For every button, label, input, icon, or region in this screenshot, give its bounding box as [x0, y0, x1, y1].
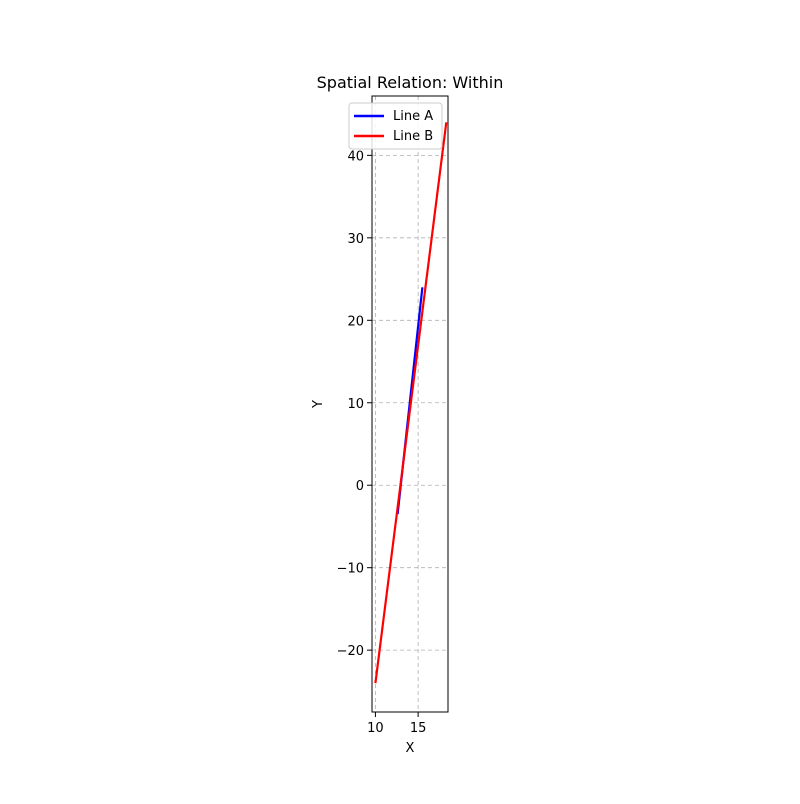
- y-tick-label: 20: [347, 314, 364, 329]
- y-tick-label: 40: [347, 149, 364, 164]
- x-ticks: 10 15: [367, 712, 426, 736]
- y-axis-label: Y: [311, 400, 326, 409]
- y-tick-label: 0: [356, 479, 364, 494]
- y-tick-label: −10: [337, 562, 364, 577]
- plot-frame: [371, 95, 449, 713]
- y-tick-label: 10: [347, 397, 364, 412]
- series-line-1: [374, 122, 448, 684]
- legend: Line A Line B: [348, 102, 443, 150]
- series-lines: [374, 122, 448, 684]
- chart-title: Spatial Relation: Within: [317, 73, 504, 92]
- legend-box: [348, 102, 443, 150]
- y-tick-label: −20: [337, 644, 364, 659]
- y-ticks: −20 −10 0 10 20 30 40: [337, 149, 372, 659]
- legend-label-line-a: Line A: [393, 109, 433, 124]
- grid: [372, 96, 448, 712]
- y-tick-label: 30: [347, 232, 364, 247]
- x-axis-label: X: [406, 741, 415, 756]
- legend-label-line-b: Line B: [393, 129, 433, 144]
- x-tick-label: 10: [367, 721, 384, 736]
- x-tick-label: 15: [410, 721, 427, 736]
